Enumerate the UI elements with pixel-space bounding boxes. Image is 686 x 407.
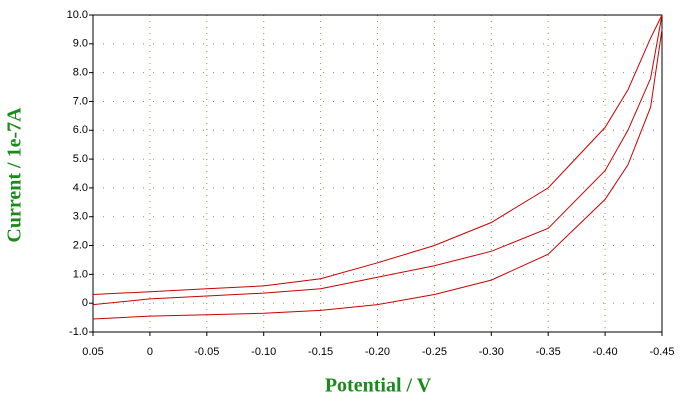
data-line (92, 29, 663, 320)
y-tick-label: 7.0 (73, 95, 88, 107)
y-tick-label: 6.0 (73, 124, 88, 136)
y-tick-label: 10.0 (67, 9, 88, 21)
x-tick-label: -0.20 (365, 346, 390, 358)
x-tick-label: -0.25 (422, 346, 447, 358)
y-tick-label: 0 (82, 297, 88, 309)
x-tick-label: -0.40 (593, 346, 618, 358)
x-tick-label: 0.05 (82, 346, 103, 358)
y-tick-label: 4.0 (73, 182, 88, 194)
y-tick-label: 3.0 (73, 211, 88, 223)
x-tick-label: -0.35 (536, 346, 561, 358)
x-tick-label: -0.15 (308, 346, 333, 358)
x-tick-label: -0.05 (194, 346, 219, 358)
y-tick-label: 9.0 (73, 38, 88, 50)
y-tick-label: 5.0 (73, 153, 88, 165)
y-tick-label: -1.0 (69, 326, 88, 338)
x-axis-title: Potential / V (325, 375, 432, 397)
x-tick-label: -0.45 (649, 346, 674, 358)
y-axis-title: Current / 1e-7A (4, 107, 26, 243)
x-tick-label: 0 (147, 346, 153, 358)
y-tick-label: 1.0 (73, 268, 88, 280)
data-line (92, 14, 663, 295)
plot-frame (92, 14, 663, 333)
data-line (92, 14, 663, 306)
x-tick-label: -0.30 (479, 346, 504, 358)
x-tick-label: -0.10 (251, 346, 276, 358)
y-tick-label: 2.0 (73, 239, 88, 251)
y-tick-label: 8.0 (73, 67, 88, 79)
